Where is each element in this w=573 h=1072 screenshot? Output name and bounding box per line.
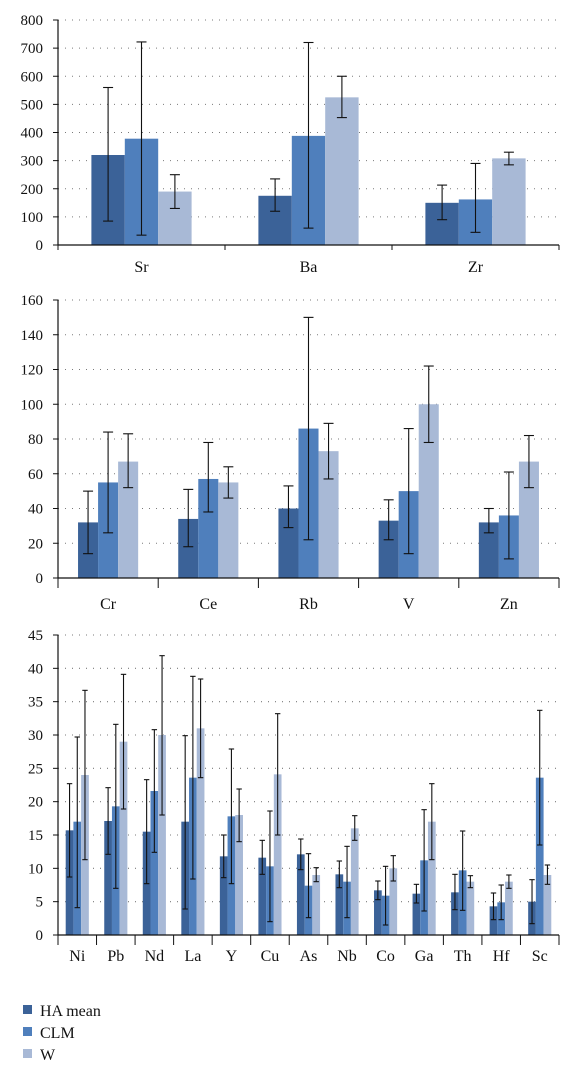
x-category-label-ga: Ga [415,948,434,965]
bar-w-ga [427,821,436,935]
x-category-label-nb: Nb [337,948,357,965]
x-category-label-v: V [403,596,415,613]
legend-label-clm: CLM [40,1025,75,1042]
bar-w-ba [325,97,359,245]
bar-w-co [389,868,398,935]
bar-ha-mean-y [219,856,228,935]
y-tick-label: 500 [21,97,44,113]
x-category-label-th: Th [454,948,472,965]
y-tick-label: 80 [28,432,43,448]
y-tick-label: 700 [21,41,44,57]
bar-w-y [235,815,243,935]
y-tick-label: 0 [36,571,44,587]
y-tick-label: 120 [21,363,44,379]
x-category-label-hf: Hf [493,948,511,965]
x-category-label-y: Y [226,948,238,965]
bar-w-cu [273,774,282,935]
bar-ha-mean-th [451,892,459,935]
bar-w-nd [158,735,166,935]
legend-item-ha-mean: HA mean [23,1003,101,1020]
y-tick-label: 300 [21,154,44,170]
chart-panel-minor-elements: 0 5 10 15 20 25 30 35 40 45 Ni Pb Nd La Y Cu As Nb Co Ga Th H… [28,628,560,965]
bar-w-la [196,728,205,935]
y-tick-label: 30 [28,728,43,744]
bar-w-zr [492,158,526,245]
y-tick-label: 100 [21,397,44,413]
x-category-label-ba: Ba [300,259,318,276]
legend-label-ha-mean: HA mean [40,1003,101,1020]
y-tick-label: 160 [21,293,44,309]
bar-ha-mean-ce [178,518,199,578]
bar-w-th [466,881,475,935]
chart-panel-intermediate-elements: 0 20 40 60 80 100 120 140 160 Cr Ce Rb V Zn [21,293,560,613]
x-category-label-la: La [184,948,201,965]
bar-w-hf [505,881,513,935]
legend-item-w: W [23,1047,56,1064]
x-category-label-co: Co [376,948,395,965]
y-tick-label: 60 [28,467,43,483]
y-tick-label: 400 [21,126,44,142]
x-category-label-zn: Zn [500,596,518,613]
bar-clm-ce [198,478,219,578]
y-tick-label: 45 [28,628,43,644]
legend-item-clm: CLM [23,1025,75,1042]
y-tick-label: 5 [36,895,44,911]
chart-panel-major-elements: 0 100 200 300 400 500 600 700 800 Sr Ba Zr [21,13,560,276]
bar-ha-mean-cu [258,857,267,935]
bar-ha-mean-pb [104,821,112,935]
x-category-label-ce: Ce [199,596,217,613]
y-tick-label: 0 [36,238,44,254]
y-tick-label: 100 [21,210,44,226]
bar-w-ce [218,482,239,578]
legend: HA mean CLM W [23,1003,101,1064]
x-category-label-pb: Pb [107,948,124,965]
y-tick-label: 600 [21,69,44,85]
y-tick-label: 40 [28,661,43,677]
bar-w-cr [118,461,139,578]
bar-clm-sc [535,777,544,935]
bar-w-v [418,404,439,578]
y-tick-label: 25 [28,761,43,777]
y-tick-label: 0 [36,928,44,944]
y-tick-label: 20 [28,536,43,552]
bar-ha-mean-co [374,890,382,935]
bar-ha-mean-as [296,854,305,935]
y-tick-label: 140 [21,328,44,344]
y-tick-label: 40 [28,502,43,518]
y-tick-label: 800 [21,13,44,29]
bar-ha-mean-rb [278,508,299,578]
y-tick-label: 20 [28,795,43,811]
bar-w-zn [518,461,539,578]
y-tick-label: 10 [28,861,43,877]
x-category-label-cu: Cu [261,948,280,965]
x-category-label-zr: Zr [468,259,484,276]
bar-clm-nd [150,791,159,935]
y-tick-label: 200 [21,182,44,198]
x-category-label-ni: Ni [69,948,86,965]
legend-swatch-ha-mean [23,1005,32,1014]
x-category-label-cr: Cr [100,596,117,613]
x-category-label-sr: Sr [134,259,149,276]
y-tick-label: 35 [28,695,43,711]
bar-ha-mean-ga [412,893,421,935]
bar-ha-mean-nb [335,874,344,935]
y-tick-label: 15 [28,828,43,844]
bar-w-rb [318,451,339,578]
x-category-label-rb: Rb [299,596,318,613]
legend-swatch-w [23,1049,32,1058]
bar-ha-mean-hf [489,906,498,935]
bar-w-nb [350,828,359,935]
x-category-label-as: As [300,948,318,965]
x-category-label-sc: Sc [532,948,548,965]
bar-ha-mean-v [378,520,399,578]
x-category-label-nd: Nd [145,948,165,965]
bar-ha-mean-ni [65,830,74,935]
bar-w-sc [543,875,552,935]
bar-w-as [312,875,321,935]
legend-label-w: W [40,1047,56,1064]
legend-swatch-clm [23,1027,32,1036]
bar-w-pb [119,741,128,935]
bar-ha-mean-zn [478,522,499,578]
